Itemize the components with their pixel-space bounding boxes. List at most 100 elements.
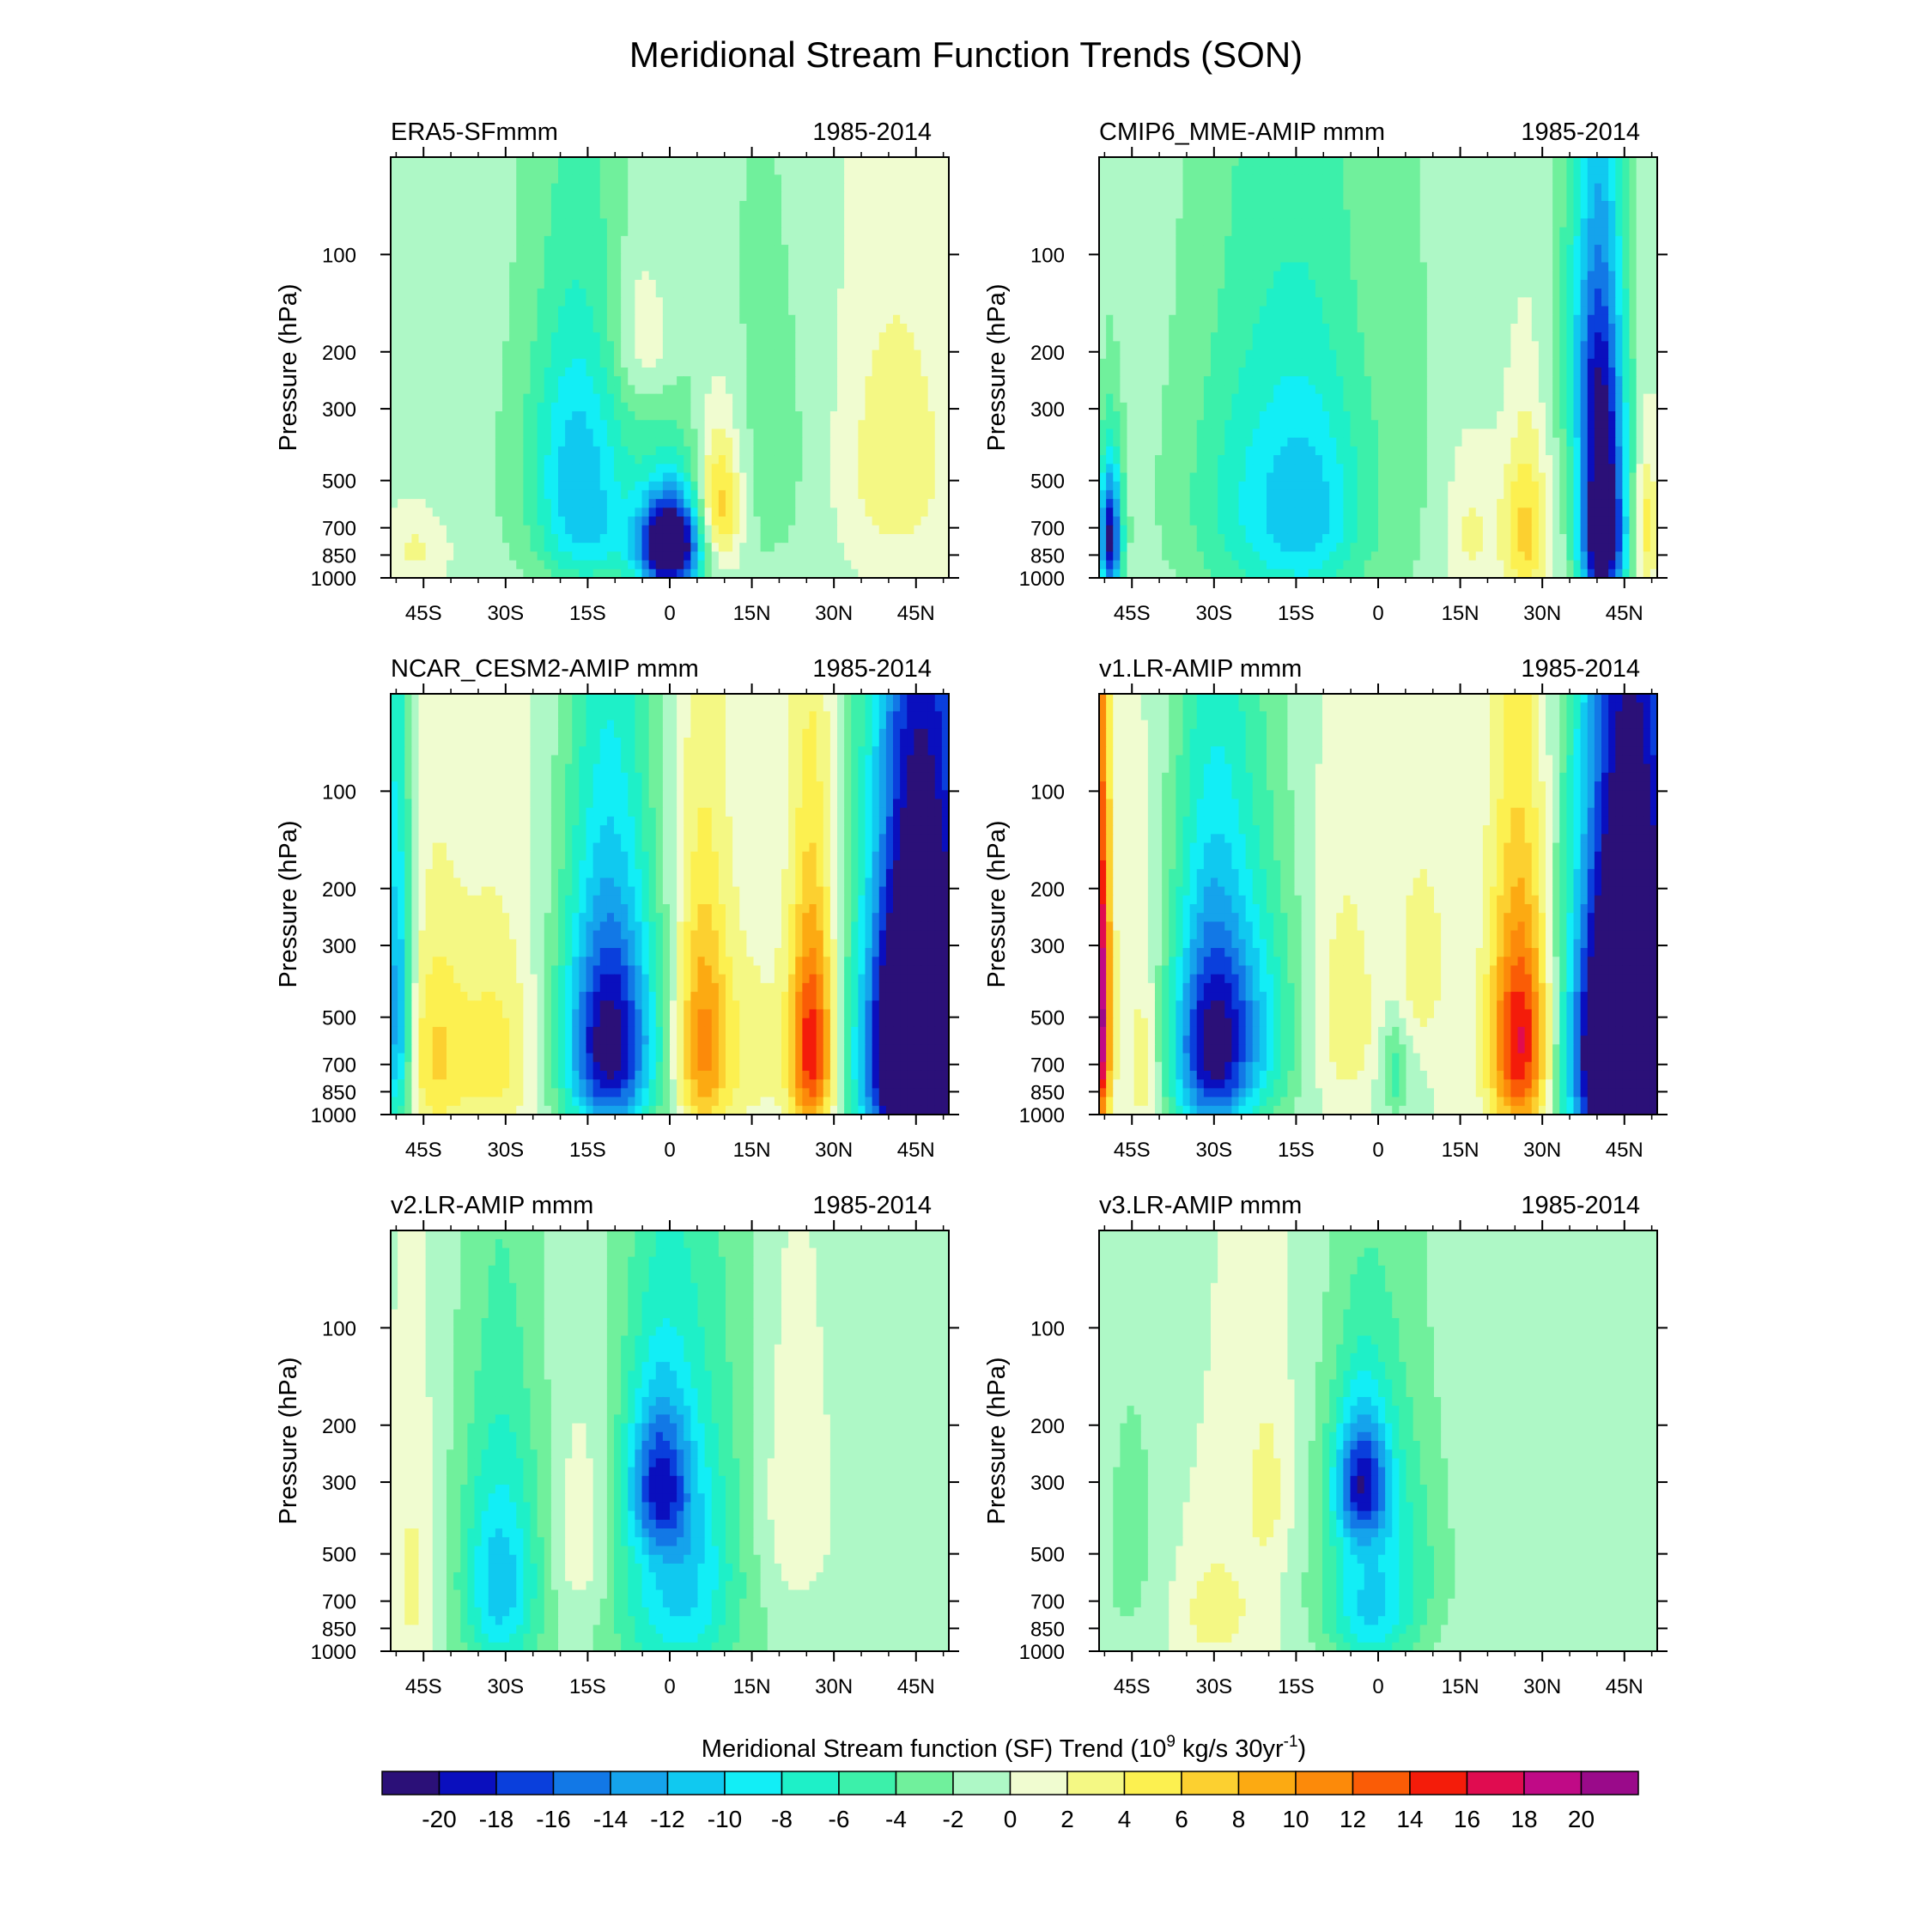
x-tick-label: 45N <box>897 602 935 625</box>
y-tick-label: 100 <box>1030 1317 1065 1340</box>
y-tick-label: 100 <box>1030 781 1065 804</box>
x-tick-label: 45N <box>1606 1675 1643 1698</box>
y-tick-label: 200 <box>1030 1415 1065 1438</box>
colorbar-title-exponent-2: -1 <box>1284 1733 1298 1751</box>
y-axis-label: Pressure (hPa) <box>983 820 1011 987</box>
colorbar-box <box>1523 1771 1583 1795</box>
y-tick-label: 300 <box>1030 935 1065 958</box>
colorbar-box <box>1352 1771 1411 1795</box>
colorbar-label: 12 <box>1340 1806 1366 1832</box>
colorbar-box <box>1181 1771 1240 1795</box>
colorbar-label: -14 <box>593 1806 628 1832</box>
x-tick-label: 0 <box>664 1139 675 1162</box>
x-tick-label: 0 <box>1372 602 1383 625</box>
y-tick-label: 700 <box>322 1054 356 1078</box>
x-tick-label: 0 <box>664 1675 675 1698</box>
x-tick-label: 30S <box>1195 602 1232 625</box>
colorbar-box <box>666 1771 726 1795</box>
x-tick-label: 15N <box>733 1675 771 1698</box>
y-tick-label: 1000 <box>311 568 356 591</box>
x-tick-label: 45S <box>405 1139 442 1162</box>
colorbar-label: 6 <box>1175 1806 1188 1832</box>
x-tick-label: 15S <box>1278 1675 1315 1698</box>
x-tick-label: 15N <box>1442 1675 1479 1698</box>
panel-period: 1985-2014 <box>812 118 932 146</box>
contour-field <box>391 1230 949 1651</box>
y-tick-label: 1000 <box>1019 1104 1065 1127</box>
y-tick-label: 500 <box>322 1544 356 1567</box>
y-tick-label: 1000 <box>311 1104 356 1127</box>
colorbar-label: 10 <box>1282 1806 1309 1832</box>
y-tick-label: 300 <box>1030 1472 1065 1495</box>
colorbar-label: 0 <box>1004 1806 1018 1832</box>
colorbar-box <box>1466 1771 1525 1795</box>
colorbar-box <box>1009 1771 1068 1795</box>
x-tick-label: 45S <box>1114 1139 1151 1162</box>
colorbar-box <box>1123 1771 1182 1795</box>
colorbar-box <box>381 1771 440 1795</box>
y-tick-label: 1000 <box>311 1641 356 1664</box>
panel-title: v3.LR-AMIP mmm <box>1099 1192 1302 1219</box>
y-tick-label: 500 <box>1030 1544 1065 1567</box>
colorbar-box <box>610 1771 669 1795</box>
contour-field <box>391 157 949 578</box>
panel-title: ERA5-SFmmm <box>391 118 558 146</box>
x-tick-label: 45S <box>405 1675 442 1698</box>
colorbar-label: -20 <box>422 1806 456 1832</box>
contour-field <box>1099 1230 1657 1651</box>
y-tick-label: 850 <box>322 1618 356 1641</box>
y-axis-label: Pressure (hPa) <box>983 1357 1011 1524</box>
x-tick-label: 15S <box>569 602 606 625</box>
colorbar-box <box>838 1771 897 1795</box>
y-tick-label: 100 <box>322 244 356 267</box>
y-tick-label: 300 <box>1030 398 1065 422</box>
colorbar-box <box>781 1771 840 1795</box>
y-axis-label: Pressure (hPa) <box>275 820 302 987</box>
y-tick-label: 100 <box>1030 244 1065 267</box>
y-tick-label: 500 <box>1030 1007 1065 1030</box>
x-tick-label: 30S <box>1195 1139 1232 1162</box>
x-tick-label: 30N <box>1523 1675 1561 1698</box>
x-tick-label: 0 <box>1372 1675 1383 1698</box>
colorbar-box <box>495 1771 555 1795</box>
colorbar-box <box>1580 1771 1639 1795</box>
y-tick-label: 200 <box>322 878 356 902</box>
x-tick-label: 15N <box>1442 1139 1479 1162</box>
y-tick-label: 700 <box>1030 1054 1065 1078</box>
x-tick-label: 15S <box>1278 602 1315 625</box>
x-tick-label: 30N <box>1523 1139 1561 1162</box>
y-tick-label: 1000 <box>1019 568 1065 591</box>
colorbar-box <box>1409 1771 1468 1795</box>
panel-title: v1.LR-AMIP mmm <box>1099 655 1302 683</box>
y-axis-label: Pressure (hPa) <box>275 283 302 451</box>
y-tick-label: 200 <box>322 342 356 365</box>
y-tick-label: 500 <box>322 1007 356 1030</box>
y-tick-label: 300 <box>322 398 356 422</box>
colorbar-title-exponent: 9 <box>1166 1733 1176 1751</box>
panel-title: v2.LR-AMIP mmm <box>391 1192 593 1219</box>
y-tick-label: 500 <box>322 471 356 494</box>
x-tick-label: 45S <box>405 602 442 625</box>
y-tick-label: 850 <box>1030 544 1065 568</box>
colorbar-box <box>724 1771 783 1795</box>
y-tick-label: 700 <box>1030 1591 1065 1614</box>
x-tick-label: 30S <box>1195 1675 1232 1698</box>
x-tick-label: 45S <box>1114 602 1151 625</box>
y-axis-label: Pressure (hPa) <box>275 1357 302 1524</box>
colorbar-label: 16 <box>1454 1806 1480 1832</box>
colorbar-labels: -20 -18 -16 -14 -12 -10 -8 -6 -4 -2 0 2 4 6 8 10 12 14 16 1… <box>422 1806 1595 1832</box>
x-tick-label: 15N <box>1442 602 1479 625</box>
contour-field <box>1099 157 1657 578</box>
colorbar-label: -18 <box>479 1806 513 1832</box>
colorbar-title: Meridional Stream function (SF) Trend (1… <box>702 1733 1306 1763</box>
y-tick-label: 200 <box>322 1415 356 1438</box>
x-tick-label: 45S <box>1114 1675 1151 1698</box>
panel-period: 1985-2014 <box>1521 1192 1640 1219</box>
figure-title: Meridional Stream Function Trends (SON) <box>629 34 1303 75</box>
colorbar-label: 18 <box>1510 1806 1537 1832</box>
